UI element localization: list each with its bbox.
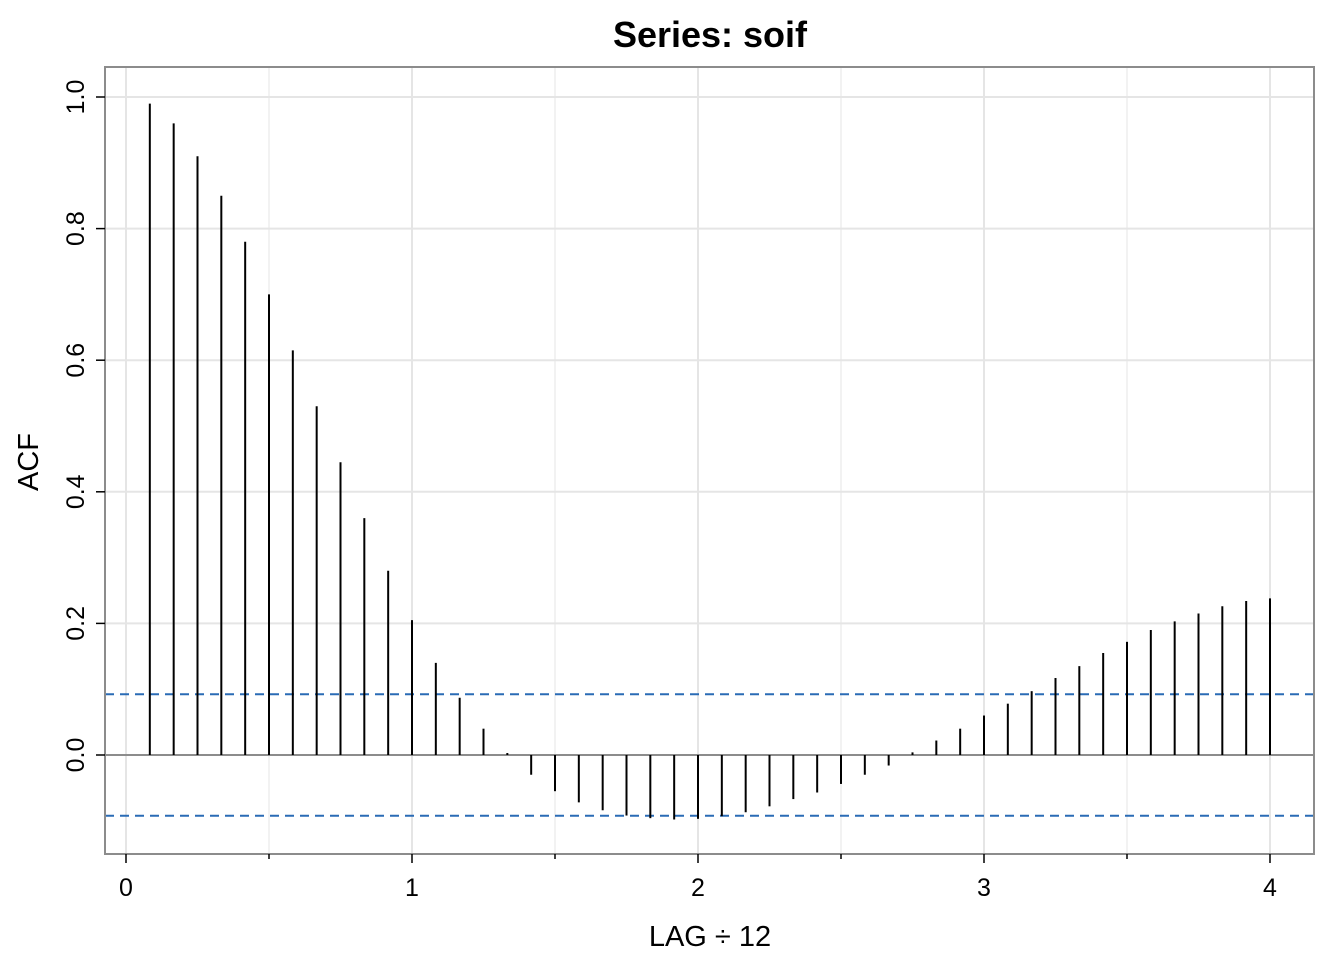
y-tick-label: 0.6	[62, 343, 90, 378]
grid-lines	[105, 67, 1314, 854]
acf-bars	[148, 103, 1271, 820]
y-axis-label: ACF	[13, 433, 45, 491]
y-axis: 0.0 0.2 0.4 0.6 0.8 1.0	[62, 80, 105, 773]
confidence-bounds	[105, 693, 1314, 817]
y-tick-label: 1.0	[62, 80, 90, 115]
x-axis-label: LAG ÷ 12	[649, 921, 771, 953]
plot-frame	[104, 66, 1315, 855]
x-tick-label: 3	[977, 874, 991, 902]
x-tick-label: 2	[691, 874, 705, 902]
y-tick-label: 0.2	[62, 606, 90, 641]
y-tick-label: 0.8	[62, 211, 90, 246]
x-tick-label: 1	[405, 874, 419, 902]
x-tick-label: 0	[119, 874, 133, 902]
x-tick-label: 4	[1263, 874, 1277, 902]
y-tick-label: 0.0	[62, 738, 90, 773]
x-axis: 0 1 2 3 4	[119, 854, 1277, 902]
y-tick-label: 0.4	[62, 474, 90, 509]
chart-title: Series: soif	[613, 14, 808, 55]
